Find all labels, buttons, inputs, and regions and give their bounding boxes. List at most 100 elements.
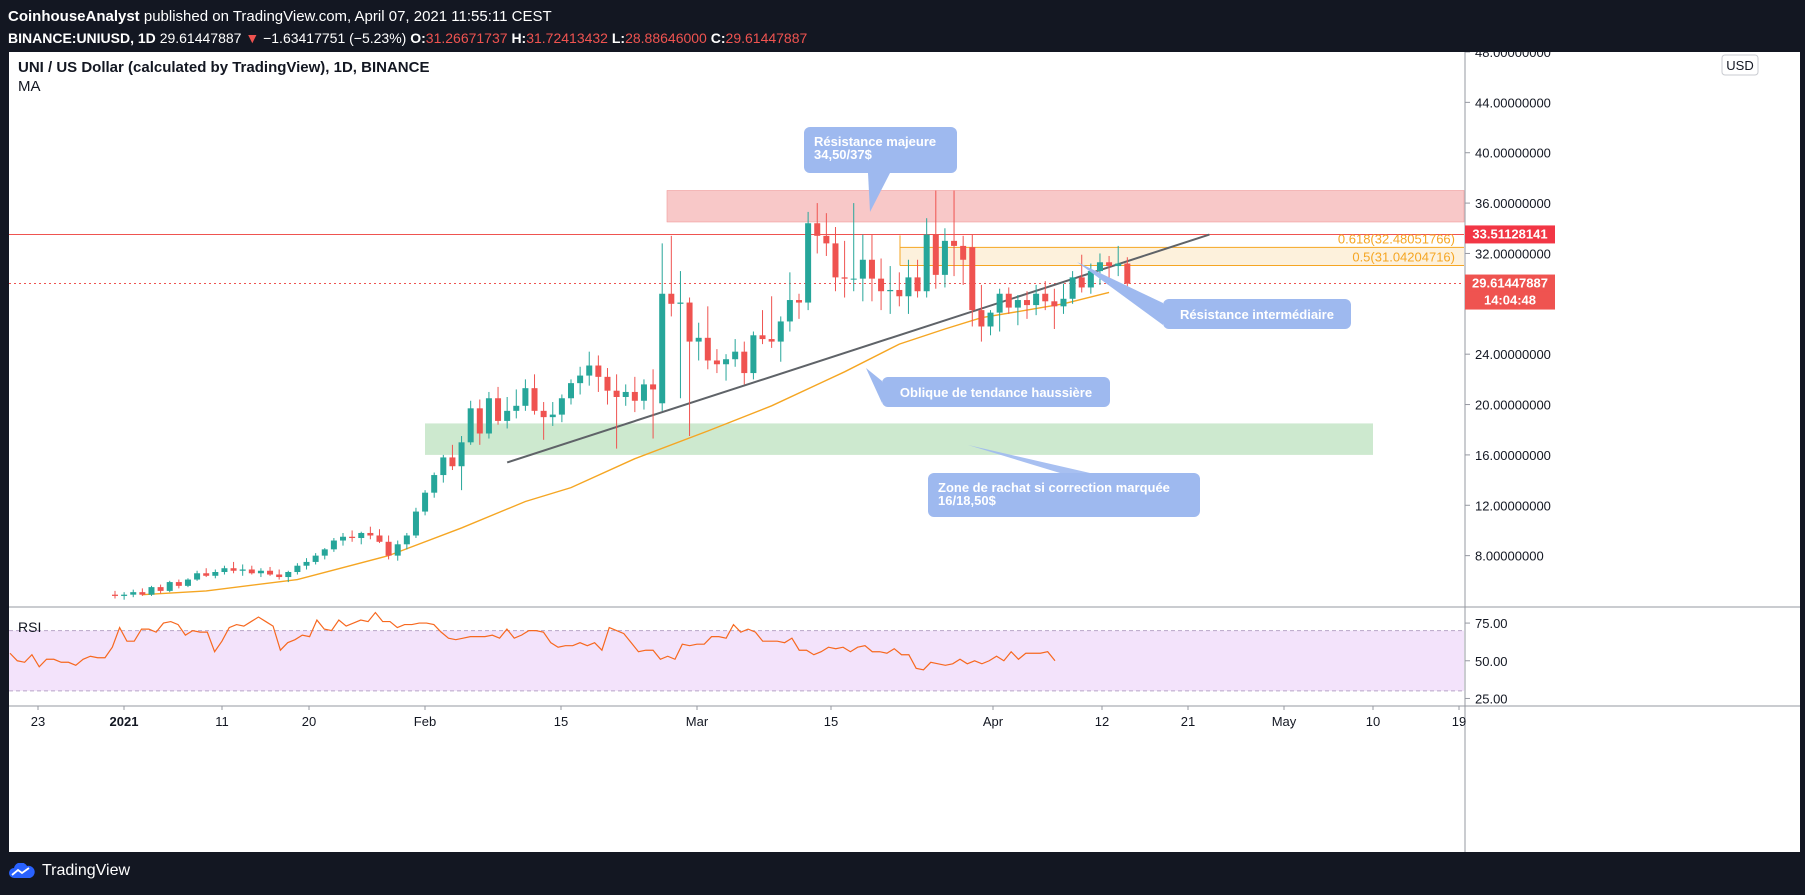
candle bbox=[285, 572, 292, 578]
candle bbox=[321, 549, 328, 556]
rsi-tick-label: 75.00 bbox=[1475, 616, 1508, 631]
candle bbox=[130, 592, 137, 595]
fib-band bbox=[900, 247, 1464, 266]
candle bbox=[358, 532, 365, 539]
annotation-text: 34,50/37$ bbox=[814, 147, 873, 162]
candle bbox=[340, 536, 346, 541]
publish-line: CoinhouseAnalyst published on TradingVie… bbox=[8, 8, 552, 25]
candle bbox=[1014, 300, 1021, 308]
annotation-pointer bbox=[868, 173, 890, 212]
candle bbox=[786, 300, 793, 322]
x-tick-label: 12 bbox=[1095, 714, 1109, 729]
author-name[interactable]: CoinhouseAnalyst bbox=[8, 8, 140, 25]
candle bbox=[403, 535, 410, 545]
candle bbox=[221, 568, 228, 573]
x-tick-label: 11 bbox=[215, 714, 229, 729]
currency-badge[interactable]: USD bbox=[1721, 54, 1759, 76]
candle bbox=[960, 245, 967, 260]
candle bbox=[923, 234, 930, 292]
lines-layer: 0.618(32.48051766) 0.5(31.04204716) bbox=[9, 231, 1464, 596]
x-tick-label: 19 bbox=[1452, 714, 1466, 729]
candle bbox=[732, 351, 739, 360]
low-label: L: bbox=[611, 30, 626, 46]
rsi-tick-label: 50.00 bbox=[1475, 654, 1508, 669]
chart-canvas[interactable]: 48.00000000 44.00000000 40.00000000 36.0000… bbox=[0, 52, 1805, 852]
annotation-box bbox=[882, 377, 1110, 407]
candle bbox=[568, 383, 574, 399]
candle bbox=[1078, 277, 1085, 288]
candles-layer bbox=[112, 190, 1131, 600]
candle bbox=[1124, 263, 1131, 284]
tradingview-cloud-icon bbox=[9, 863, 35, 878]
y-tick-label: 24.00000000 bbox=[1475, 347, 1551, 362]
candle bbox=[686, 302, 693, 342]
candle bbox=[376, 535, 383, 542]
y-tick-label: 12.00000000 bbox=[1475, 498, 1551, 513]
ma-line bbox=[142, 291, 1110, 596]
candle bbox=[613, 390, 620, 397]
price-change: −1.63417751 (−5.23%) bbox=[263, 30, 407, 46]
candle bbox=[859, 259, 866, 279]
candle bbox=[987, 312, 994, 327]
candle bbox=[896, 289, 903, 297]
candle bbox=[805, 223, 812, 303]
candle bbox=[969, 247, 976, 311]
ma-indicator-label[interactable]: MA bbox=[18, 78, 41, 95]
candle bbox=[586, 365, 593, 376]
annotation-text: Oblique de tendance haussière bbox=[900, 385, 1092, 400]
candle bbox=[1042, 293, 1049, 302]
candle bbox=[759, 335, 766, 340]
candle bbox=[996, 293, 1003, 313]
annotation-box bbox=[804, 127, 957, 173]
down-arrow-icon: ▼ bbox=[245, 30, 260, 46]
y-tick-label: 36.00000000 bbox=[1475, 196, 1551, 211]
close-value: 29.61447887 bbox=[725, 30, 808, 46]
candle bbox=[239, 569, 246, 571]
y-tick-label: 44.00000000 bbox=[1475, 95, 1551, 110]
candle bbox=[248, 569, 255, 574]
candle bbox=[349, 536, 356, 539]
candle bbox=[230, 568, 237, 571]
annotation-pointer bbox=[1077, 262, 1163, 325]
candle bbox=[713, 360, 720, 365]
y-tick-label: 16.00000000 bbox=[1475, 448, 1551, 463]
y-tick-label: 32.00000000 bbox=[1475, 246, 1551, 261]
candle bbox=[1096, 262, 1103, 272]
symbol-label: BINANCE:UNIUSD, 1D bbox=[8, 30, 156, 46]
candle bbox=[449, 457, 456, 467]
candle bbox=[1024, 300, 1030, 306]
candle bbox=[212, 572, 219, 576]
publish-info: published on TradingView.com, April 07, … bbox=[143, 8, 552, 25]
candle bbox=[951, 240, 958, 246]
annotation-box bbox=[1163, 299, 1351, 329]
axis-layer: 48.00000000 44.00000000 40.00000000 36.0000… bbox=[9, 52, 1800, 852]
open-label: O: bbox=[410, 30, 426, 46]
candle bbox=[631, 391, 638, 401]
candle bbox=[148, 587, 155, 595]
candle bbox=[814, 223, 821, 236]
candle bbox=[157, 587, 164, 591]
y-tick-label: 40.00000000 bbox=[1475, 146, 1551, 161]
tradingview-logo[interactable]: TradingView bbox=[8, 862, 130, 880]
x-tick-label: 21 bbox=[1181, 714, 1195, 729]
price-label-tag bbox=[1465, 274, 1555, 293]
annotation-text: 16/18,50$ bbox=[938, 493, 997, 508]
candle bbox=[878, 278, 885, 292]
x-tick-label: 15 bbox=[554, 714, 568, 729]
candle bbox=[1033, 293, 1040, 306]
annotation-pointer bbox=[866, 368, 882, 403]
candle bbox=[650, 384, 657, 390]
currency-label: USD bbox=[1726, 58, 1753, 73]
price-label-text: 29.61447887 bbox=[1472, 276, 1548, 291]
price-labels-layer: 33.51128141 29.61447887 14:04:48 bbox=[1465, 225, 1555, 310]
candle bbox=[394, 544, 401, 556]
rsi-band bbox=[9, 630, 1464, 691]
x-tick-label: 2021 bbox=[110, 714, 139, 729]
candle bbox=[422, 492, 429, 512]
open-value: 31.26671737 bbox=[425, 30, 508, 46]
candle bbox=[184, 579, 191, 586]
rsi-label[interactable]: RSI bbox=[18, 619, 41, 635]
candle bbox=[203, 573, 210, 576]
candle bbox=[1060, 298, 1067, 307]
candle bbox=[1115, 263, 1122, 267]
